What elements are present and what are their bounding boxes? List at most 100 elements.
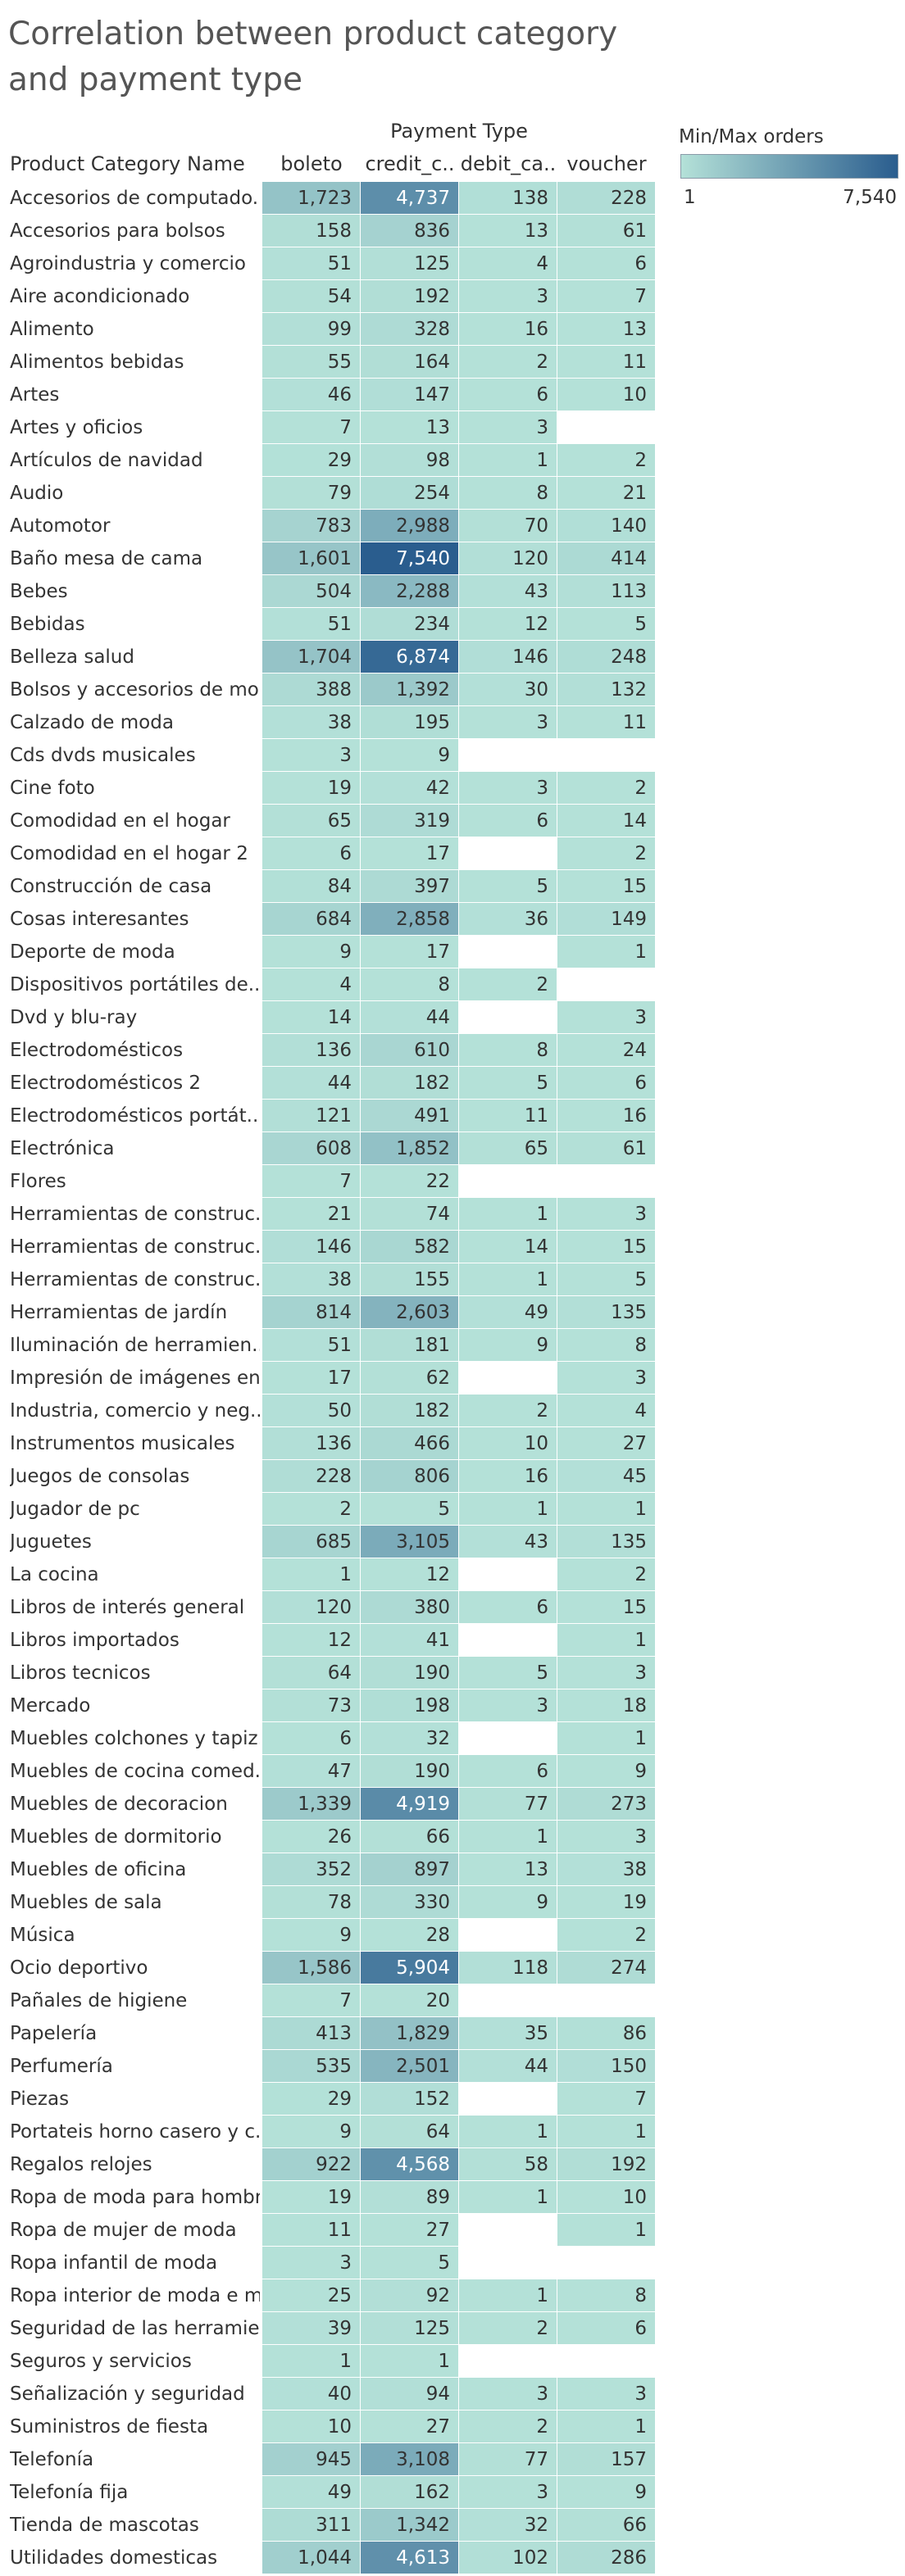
heatmap-cell[interactable]: 8	[361, 968, 459, 1001]
heatmap-cell[interactable]: 2	[459, 346, 557, 379]
heatmap-cell[interactable]: 140	[557, 510, 656, 542]
heatmap-cell[interactable]: 62	[361, 1362, 459, 1395]
heatmap-cell[interactable]: 21	[557, 477, 656, 510]
heatmap-cell[interactable]: 1,342	[361, 2509, 459, 2542]
heatmap-cell[interactable]: 1,829	[361, 2017, 459, 2050]
heatmap-cell[interactable]: 66	[361, 1821, 459, 1853]
heatmap-cell[interactable]: 150	[557, 2050, 656, 2083]
heatmap-cell[interactable]: 3	[459, 411, 557, 444]
heatmap-cell[interactable]: 10	[557, 379, 656, 411]
heatmap-cell[interactable]: 414	[557, 542, 656, 575]
heatmap-cell-empty[interactable]	[557, 1984, 656, 2017]
heatmap-cell[interactable]: 182	[361, 1395, 459, 1427]
heatmap-cell[interactable]: 7	[262, 1165, 361, 1198]
heatmap-cell[interactable]: 2,288	[361, 575, 459, 608]
heatmap-cell[interactable]: 15	[557, 1591, 656, 1624]
heatmap-cell[interactable]: 1	[361, 2345, 459, 2378]
heatmap-cell[interactable]: 2	[459, 2410, 557, 2443]
heatmap-cell[interactable]: 2	[557, 837, 656, 870]
heatmap-cell-empty[interactable]	[459, 2083, 557, 2116]
heatmap-cell[interactable]: 13	[361, 411, 459, 444]
heatmap-cell[interactable]: 135	[557, 1296, 656, 1329]
heatmap-cell[interactable]: 135	[557, 1526, 656, 1558]
heatmap-cell[interactable]: 164	[361, 346, 459, 379]
heatmap-cell[interactable]: 120	[459, 542, 557, 575]
heatmap-cell[interactable]: 13	[459, 215, 557, 247]
heatmap-cell[interactable]: 20	[361, 1984, 459, 2017]
heatmap-cell[interactable]: 6	[557, 247, 656, 280]
heatmap-cell[interactable]: 192	[557, 2148, 656, 2181]
heatmap-cell[interactable]: 152	[361, 2083, 459, 2116]
heatmap-cell[interactable]: 146	[262, 1231, 361, 1263]
heatmap-cell[interactable]: 195	[361, 706, 459, 739]
heatmap-cell[interactable]: 5	[557, 1263, 656, 1296]
heatmap-cell[interactable]: 491	[361, 1100, 459, 1132]
heatmap-cell[interactable]: 4	[262, 968, 361, 1001]
heatmap-cell[interactable]: 11	[262, 2214, 361, 2247]
heatmap-cell[interactable]: 311	[262, 2509, 361, 2542]
heatmap-cell-empty[interactable]	[459, 1165, 557, 1198]
heatmap-cell[interactable]: 1	[262, 1558, 361, 1591]
heatmap-cell[interactable]: 330	[361, 1886, 459, 1919]
heatmap-cell[interactable]: 65	[262, 805, 361, 837]
heatmap-cell[interactable]: 6	[459, 805, 557, 837]
heatmap-cell[interactable]: 3,105	[361, 1526, 459, 1558]
heatmap-cell[interactable]: 15	[557, 870, 656, 903]
heatmap-cell[interactable]: 1	[557, 936, 656, 968]
heatmap-cell[interactable]: 17	[361, 936, 459, 968]
column-header-boleto[interactable]: boleto	[280, 152, 343, 175]
heatmap-cell[interactable]: 27	[361, 2410, 459, 2443]
heatmap-cell[interactable]: 4,919	[361, 1788, 459, 1821]
heatmap-cell[interactable]: 39	[262, 2312, 361, 2345]
heatmap-cell[interactable]: 7	[262, 411, 361, 444]
heatmap-cell[interactable]: 9	[557, 1755, 656, 1788]
heatmap-cell[interactable]: 11	[557, 706, 656, 739]
heatmap-cell[interactable]: 319	[361, 805, 459, 837]
heatmap-cell[interactable]: 42	[361, 772, 459, 805]
heatmap-cell[interactable]: 397	[361, 870, 459, 903]
heatmap-cell-empty[interactable]	[557, 739, 656, 772]
heatmap-cell[interactable]: 64	[361, 2116, 459, 2148]
heatmap-cell[interactable]: 16	[459, 313, 557, 346]
heatmap-cell[interactable]: 6	[459, 379, 557, 411]
heatmap-cell[interactable]: 5	[361, 2247, 459, 2279]
heatmap-cell[interactable]: 73	[262, 1689, 361, 1722]
heatmap-cell[interactable]: 6	[459, 1755, 557, 1788]
heatmap-cell[interactable]: 30	[459, 673, 557, 706]
heatmap-cell-empty[interactable]	[557, 411, 656, 444]
heatmap-cell[interactable]: 13	[557, 313, 656, 346]
heatmap-cell[interactable]: 8	[459, 477, 557, 510]
heatmap-cell[interactable]: 84	[262, 870, 361, 903]
heatmap-cell[interactable]: 4	[557, 1395, 656, 1427]
heatmap-cell[interactable]: 1	[459, 1263, 557, 1296]
heatmap-cell[interactable]: 121	[262, 1100, 361, 1132]
heatmap-cell-empty[interactable]	[459, 1984, 557, 2017]
heatmap-cell[interactable]: 248	[557, 641, 656, 673]
heatmap-cell[interactable]: 18	[557, 1689, 656, 1722]
heatmap-cell[interactable]: 1	[459, 2116, 557, 2148]
heatmap-cell[interactable]: 380	[361, 1591, 459, 1624]
heatmap-cell[interactable]: 1,852	[361, 1132, 459, 1165]
heatmap-cell[interactable]: 1	[459, 444, 557, 477]
heatmap-cell[interactable]: 45	[557, 1460, 656, 1493]
heatmap-cell[interactable]: 582	[361, 1231, 459, 1263]
heatmap-cell[interactable]: 32	[459, 2509, 557, 2542]
heatmap-cell[interactable]: 51	[262, 608, 361, 641]
heatmap-cell[interactable]: 38	[262, 1263, 361, 1296]
heatmap-cell[interactable]: 12	[262, 1624, 361, 1657]
heatmap-cell[interactable]: 44	[262, 1067, 361, 1100]
heatmap-cell[interactable]: 684	[262, 903, 361, 936]
heatmap-cell[interactable]: 1,704	[262, 641, 361, 673]
heatmap-cell[interactable]: 138	[459, 182, 557, 215]
heatmap-cell-empty[interactable]	[459, 739, 557, 772]
heatmap-cell[interactable]: 12	[361, 1558, 459, 1591]
heatmap-cell[interactable]: 61	[557, 215, 656, 247]
heatmap-cell[interactable]: 41	[361, 1624, 459, 1657]
heatmap-cell[interactable]: 608	[262, 1132, 361, 1165]
heatmap-cell[interactable]: 1	[459, 2181, 557, 2214]
heatmap-cell[interactable]: 4,613	[361, 2542, 459, 2574]
heatmap-cell[interactable]: 120	[262, 1591, 361, 1624]
heatmap-cell[interactable]: 8	[459, 1034, 557, 1067]
heatmap-cell[interactable]: 3	[557, 1362, 656, 1395]
heatmap-cell[interactable]: 3,108	[361, 2443, 459, 2476]
